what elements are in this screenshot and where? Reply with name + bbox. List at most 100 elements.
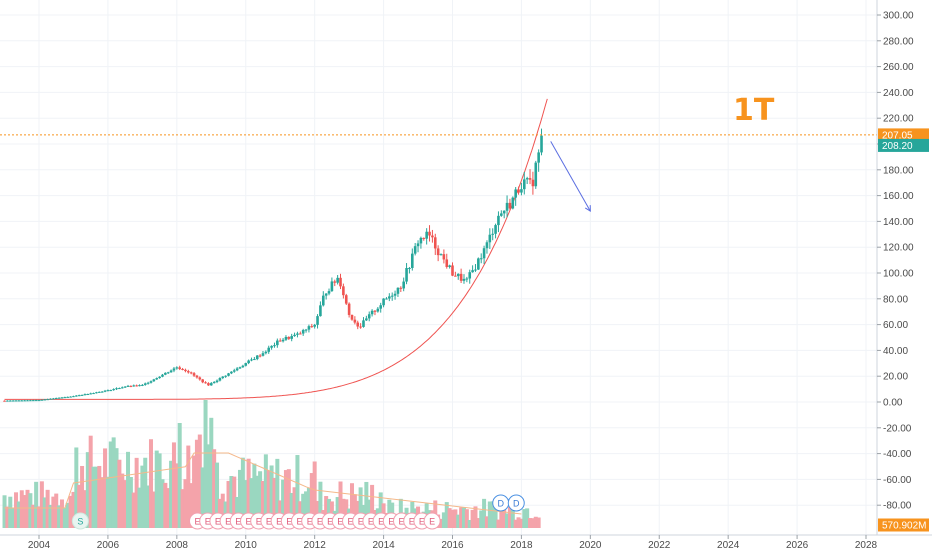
earnings-marker-label[interactable]: E <box>307 517 313 527</box>
candle-body <box>209 383 213 386</box>
price-scale-background <box>877 0 932 550</box>
candle-body <box>207 383 210 386</box>
volume-bar <box>470 509 475 528</box>
x-tick-label: 2020 <box>579 540 602 550</box>
volume-bar <box>111 437 116 528</box>
candle-body <box>178 367 182 369</box>
volume-bar <box>349 483 354 528</box>
y-tick-label: 100.00 <box>883 269 914 280</box>
volume-bar <box>183 479 188 528</box>
candle-body <box>54 398 58 400</box>
volume-bar <box>281 479 286 528</box>
event-markers[interactable]: S E E E E E E E E E E E E E E E E E E E E E E E ED D <box>71 494 525 530</box>
volume-bar <box>68 495 73 528</box>
candle-body <box>215 380 219 383</box>
earnings-marker-label[interactable]: E <box>205 517 211 527</box>
candle-body <box>106 390 110 392</box>
earnings-marker-label[interactable]: E <box>297 517 303 527</box>
earnings-marker-label[interactable]: E <box>378 517 384 527</box>
candle-body <box>92 393 95 395</box>
candle-body <box>439 254 443 256</box>
earnings-marker-label[interactable]: E <box>358 517 364 527</box>
earnings-marker-label[interactable]: E <box>256 517 262 527</box>
candle-body <box>120 387 124 389</box>
earnings-marker-label[interactable]: E <box>327 517 333 527</box>
candle-body <box>488 234 492 243</box>
volume-bar <box>482 498 487 528</box>
dividend-marker-label[interactable]: D <box>497 499 504 509</box>
earnings-marker-label[interactable]: E <box>235 517 241 527</box>
volume-bar <box>312 461 317 528</box>
split-marker-circle[interactable] <box>71 512 89 530</box>
volume-bar <box>378 492 383 528</box>
earnings-marker-label[interactable]: E <box>246 517 252 527</box>
dividend-marker-label[interactable]: D <box>513 499 520 509</box>
volume-bar <box>522 509 527 528</box>
earnings-marker-label[interactable]: E <box>409 517 415 527</box>
candle-body <box>241 365 245 368</box>
candle-body <box>187 371 190 373</box>
earnings-marker-label[interactable]: E <box>215 517 221 527</box>
y-tick-label: 60.00 <box>883 320 908 331</box>
candle-body <box>284 336 288 340</box>
split-marker-label[interactable]: S <box>77 517 83 527</box>
earnings-marker-label[interactable]: E <box>337 517 343 527</box>
candle-body <box>17 400 21 402</box>
candle-body <box>433 237 437 249</box>
y-tick-label: 120.00 <box>883 243 914 254</box>
candle-body <box>537 152 540 163</box>
candle-body <box>350 314 354 320</box>
candle-body <box>57 397 61 399</box>
earnings-marker-label[interactable]: E <box>266 517 272 527</box>
earnings-marker-label[interactable]: E <box>429 517 435 527</box>
candle-body <box>224 375 227 377</box>
candle-body <box>247 360 250 364</box>
earnings-marker-label[interactable]: E <box>348 517 354 527</box>
price-label-last-background <box>878 138 929 152</box>
candle-body <box>86 394 90 396</box>
volume-bar <box>295 455 300 528</box>
volume-bar <box>28 493 33 528</box>
volume-bar <box>16 501 21 528</box>
candle-body <box>485 242 489 249</box>
earnings-marker-label[interactable]: E <box>317 517 323 527</box>
volume-bar <box>272 477 277 528</box>
volume-bar <box>304 491 309 528</box>
candle-body <box>118 388 121 390</box>
volume-bar <box>513 519 518 528</box>
candle-body <box>324 293 328 296</box>
dividend-marker-circle[interactable] <box>507 494 525 512</box>
candle-body <box>491 233 495 235</box>
candle-body <box>75 395 78 397</box>
candle-body <box>227 373 230 376</box>
candle-body <box>141 384 144 386</box>
candle-body <box>158 376 161 379</box>
candle-body <box>330 281 334 292</box>
volume-bar <box>289 492 294 528</box>
earnings-marker-label[interactable]: E <box>276 517 282 527</box>
candle-body <box>459 273 463 281</box>
earnings-marker-label[interactable]: E <box>388 517 394 527</box>
volume-bar <box>131 492 136 528</box>
candle-body <box>508 202 512 209</box>
volume-bar <box>525 508 530 528</box>
earnings-marker-label[interactable]: E <box>399 517 405 527</box>
x-tick-label: 2010 <box>235 540 258 550</box>
earnings-marker-circle[interactable] <box>423 512 441 530</box>
earnings-marker-label[interactable]: E <box>419 517 425 527</box>
volume-bar <box>479 510 484 528</box>
y-tick-label: 40.00 <box>883 346 908 357</box>
earnings-marker-label[interactable]: E <box>225 517 231 527</box>
candle-body <box>497 215 500 226</box>
candle-body <box>525 178 529 180</box>
candle-body <box>301 330 305 334</box>
earnings-marker-label[interactable]: E <box>368 517 374 527</box>
earnings-marker-label[interactable]: E <box>195 517 201 527</box>
candle-body <box>319 305 322 317</box>
y-tick-label: 20.00 <box>883 372 908 383</box>
candle-body <box>290 336 293 339</box>
parabolic-curve <box>4 98 548 400</box>
volume-bar <box>126 451 131 528</box>
earnings-marker-label[interactable]: E <box>286 517 292 527</box>
